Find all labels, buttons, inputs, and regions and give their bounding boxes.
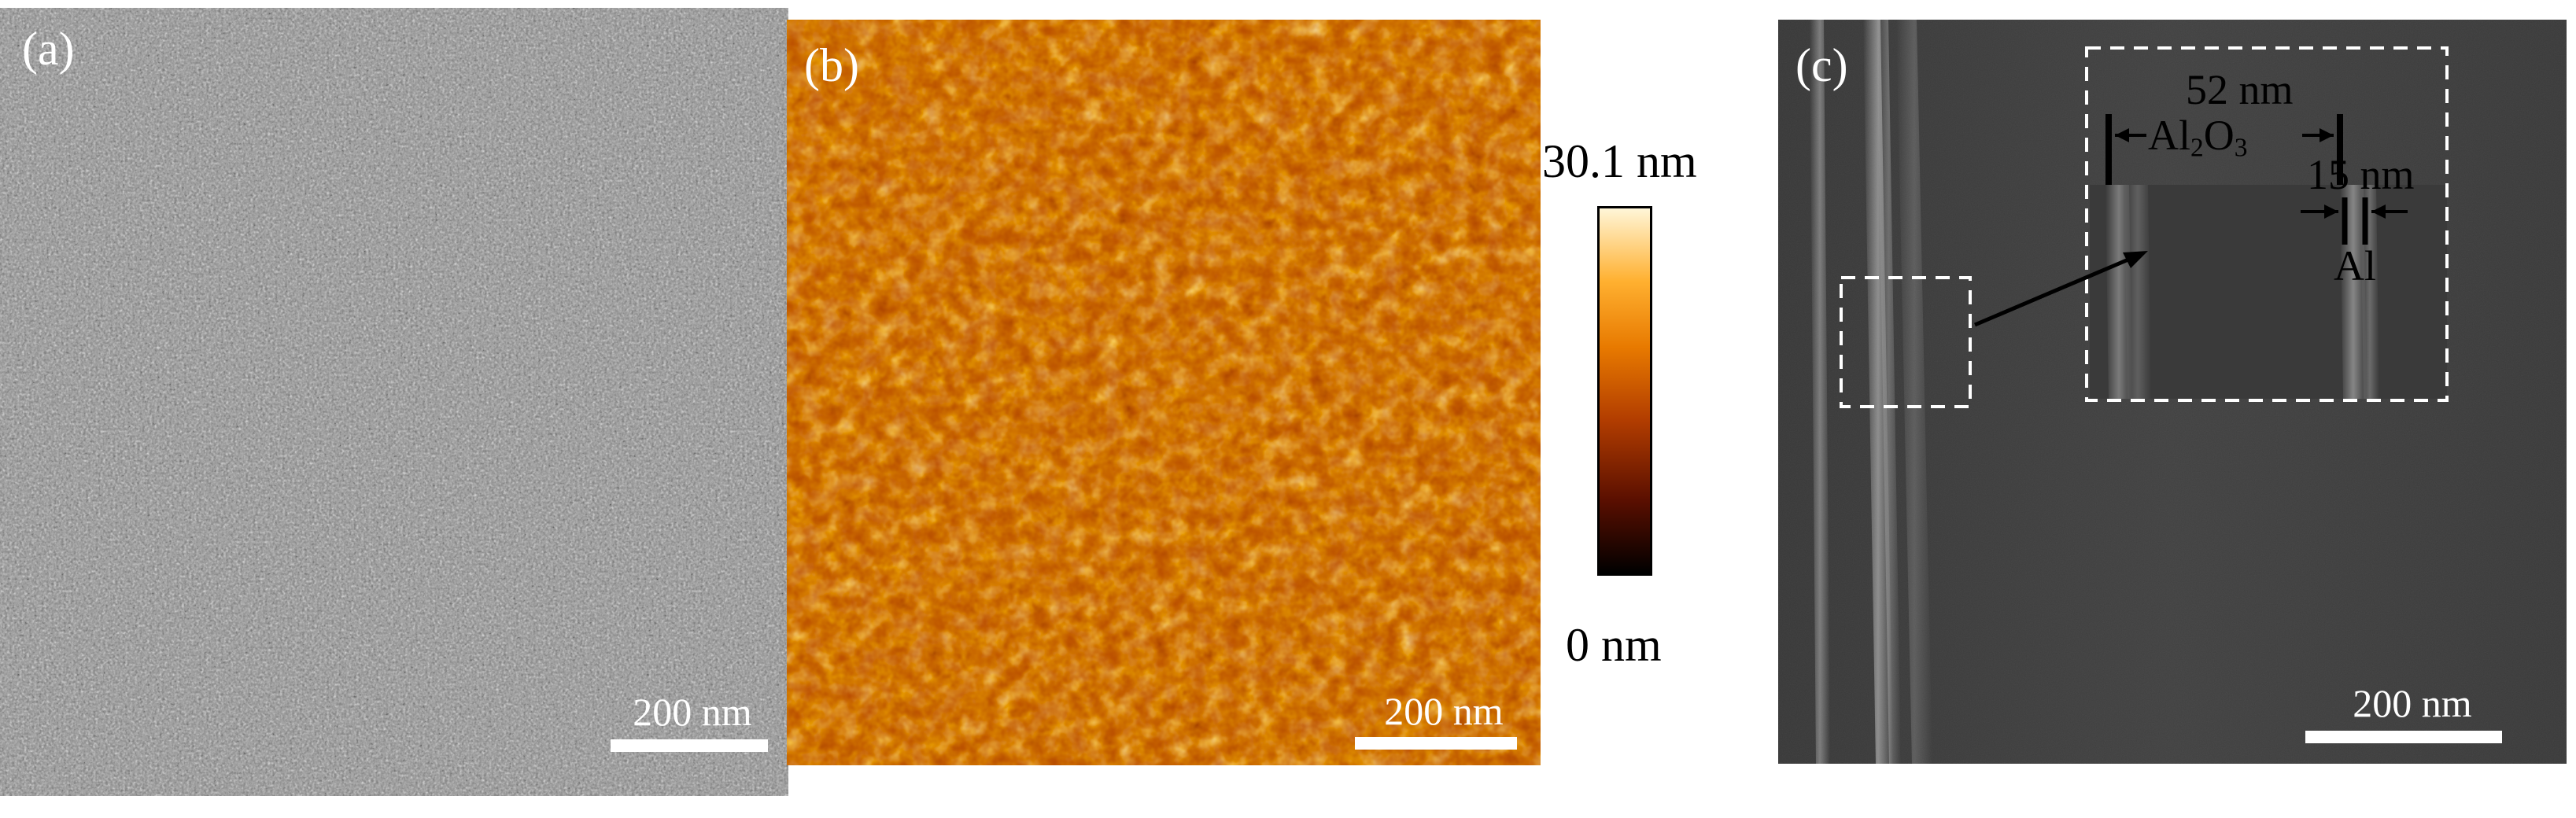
panel-b-label: (b)	[804, 39, 859, 91]
metal-thickness-label: 15 nm	[2307, 151, 2415, 198]
panel-b-scale-bar-label: 200 nm	[1384, 689, 1504, 733]
panel-a-scale-bar	[611, 739, 768, 752]
oxide-material-label: Al2O3	[2148, 112, 2248, 163]
afm-height-texture	[787, 20, 1541, 765]
zoom-arrow	[1974, 255, 2135, 327]
selection-box	[1840, 276, 1972, 408]
colorbar-gradient	[1597, 206, 1652, 576]
panel-c-scale-bar	[2305, 731, 2502, 743]
panel-b-scale-bar	[1355, 737, 1517, 750]
cross-section-image	[1778, 20, 2567, 764]
colorbar-max-label: 30.1 nm	[1542, 135, 1697, 187]
panel-a-label: (a)	[22, 23, 75, 75]
colorbar-min-label: 0 nm	[1566, 619, 1662, 671]
panel-b-afm-map: (b) 200 nm	[787, 20, 1541, 765]
sem-grain-texture	[0, 8, 788, 796]
oxide-thickness-label: 52 nm	[2186, 66, 2294, 113]
panel-c-label: (c)	[1795, 39, 1848, 91]
panel-c-sem-cross-section: (c) 52 nm Al2O3 15 nm Al 200 nm	[1778, 20, 2567, 764]
panel-a-scale-bar-label: 200 nm	[633, 690, 752, 734]
panel-c-scale-bar-label: 200 nm	[2353, 681, 2472, 725]
panel-a-sem-surface: (a) 200 nm	[0, 8, 788, 796]
metal-material-label: Al	[2334, 242, 2376, 289]
